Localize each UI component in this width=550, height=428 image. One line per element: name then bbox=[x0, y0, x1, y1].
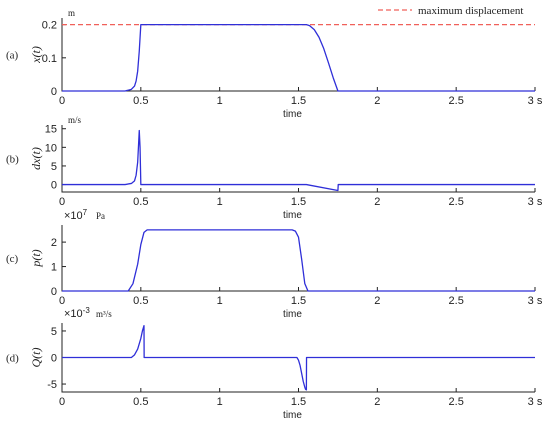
x-tick-label: 0.5 bbox=[133, 396, 148, 408]
y-tick-label: 0 bbox=[51, 286, 57, 298]
x-axis-label: time bbox=[283, 210, 302, 221]
y-tick-label: 15 bbox=[45, 124, 57, 136]
y-unit: m/s bbox=[68, 115, 82, 125]
x-tick-label: 0 bbox=[59, 95, 65, 107]
x-axis-label: time bbox=[283, 109, 302, 120]
x-tick-label: 2 bbox=[374, 196, 380, 208]
y-tick-label: 2 bbox=[51, 237, 57, 249]
series-line bbox=[62, 23, 535, 92]
panel-label: (a) bbox=[6, 50, 19, 62]
x-tick-label: 0.5 bbox=[133, 196, 148, 208]
y-tick-label: 5 bbox=[51, 326, 57, 338]
panel-label: (c) bbox=[6, 253, 19, 265]
x-tick-label: 2 bbox=[374, 295, 380, 307]
x-tick-label: 0.5 bbox=[133, 295, 148, 307]
x-tick-label: 2 bbox=[374, 396, 380, 408]
y-unit: m bbox=[68, 8, 75, 18]
y-tick-label: 0 bbox=[51, 86, 57, 98]
panel-2: 0 0.5 1 1.5 2 2.5 3 s time 0 5 10 15 m/s dx(t) (b) bbox=[6, 115, 543, 221]
x-tick-label: 1 bbox=[217, 95, 223, 107]
series-line bbox=[62, 229, 535, 292]
x-axis-label: time bbox=[283, 309, 302, 320]
x-tick-label: 0 bbox=[59, 396, 65, 408]
x-axis-label: time bbox=[283, 410, 302, 421]
y-axis-label: x(t) bbox=[29, 46, 43, 64]
x-tick-label: 0.5 bbox=[133, 95, 148, 107]
series-line bbox=[62, 129, 535, 192]
y-multiplier: ×107 bbox=[64, 208, 88, 222]
y-unit: m³/s bbox=[96, 309, 112, 319]
y-tick-label: 0 bbox=[51, 353, 57, 365]
panel-3: 0 0.5 1 1.5 2 2.5 3 s time 0 1 2 ×107 Pa p(t) (c) bbox=[6, 208, 543, 320]
y-tick-label: -5 bbox=[47, 379, 57, 391]
axes bbox=[61, 18, 535, 92]
x-tick-label: 3 s bbox=[528, 396, 543, 408]
x-tick-label: 1.5 bbox=[291, 196, 306, 208]
y-unit: Pa bbox=[96, 211, 105, 221]
panel-1: 0 0.5 1 1.5 2 2.5 3 s time 0 0.1 0.2 m x(t) (a) bbox=[6, 8, 543, 120]
y-tick-label: 0.1 bbox=[42, 53, 57, 65]
x-tick-label: 1.5 bbox=[291, 295, 306, 307]
x-tick-label: 2.5 bbox=[449, 196, 464, 208]
x-tick-label: 1.5 bbox=[291, 396, 306, 408]
x-tick-label: 1.5 bbox=[291, 95, 306, 107]
x-tick-label: 0 bbox=[59, 196, 65, 208]
y-multiplier: ×10-3 bbox=[64, 306, 90, 320]
y-tick-label: 1 bbox=[51, 262, 57, 274]
legend-label: maximum displacement bbox=[418, 5, 523, 17]
x-tick-label: 1 bbox=[217, 396, 223, 408]
x-tick-label: 0 bbox=[59, 295, 65, 307]
y-axis-label: dx(t) bbox=[29, 147, 43, 170]
x-tick-label: 2.5 bbox=[449, 396, 464, 408]
x-tick-label: 3 s bbox=[528, 295, 543, 307]
x-tick-label: 2 bbox=[374, 95, 380, 107]
panel-label: (b) bbox=[6, 154, 19, 166]
x-tick-label: 1 bbox=[217, 196, 223, 208]
series-line bbox=[62, 324, 535, 391]
y-tick-label: 10 bbox=[45, 142, 57, 154]
x-tick-label: 2.5 bbox=[449, 295, 464, 307]
x-tick-label: 1 bbox=[217, 295, 223, 307]
legend: maximum displacement bbox=[378, 5, 523, 17]
y-tick-label: 0.2 bbox=[42, 20, 57, 32]
y-axis-label: p(t) bbox=[29, 249, 43, 267]
x-tick-label: 3 s bbox=[528, 196, 543, 208]
y-axis-label: Q(t) bbox=[29, 348, 43, 368]
x-tick-label: 2.5 bbox=[449, 95, 464, 107]
y-tick-label: 5 bbox=[51, 161, 57, 173]
x-tick-label: 3 s bbox=[528, 95, 543, 107]
y-tick-label: 0 bbox=[51, 180, 57, 192]
panel-label: (d) bbox=[6, 353, 19, 365]
